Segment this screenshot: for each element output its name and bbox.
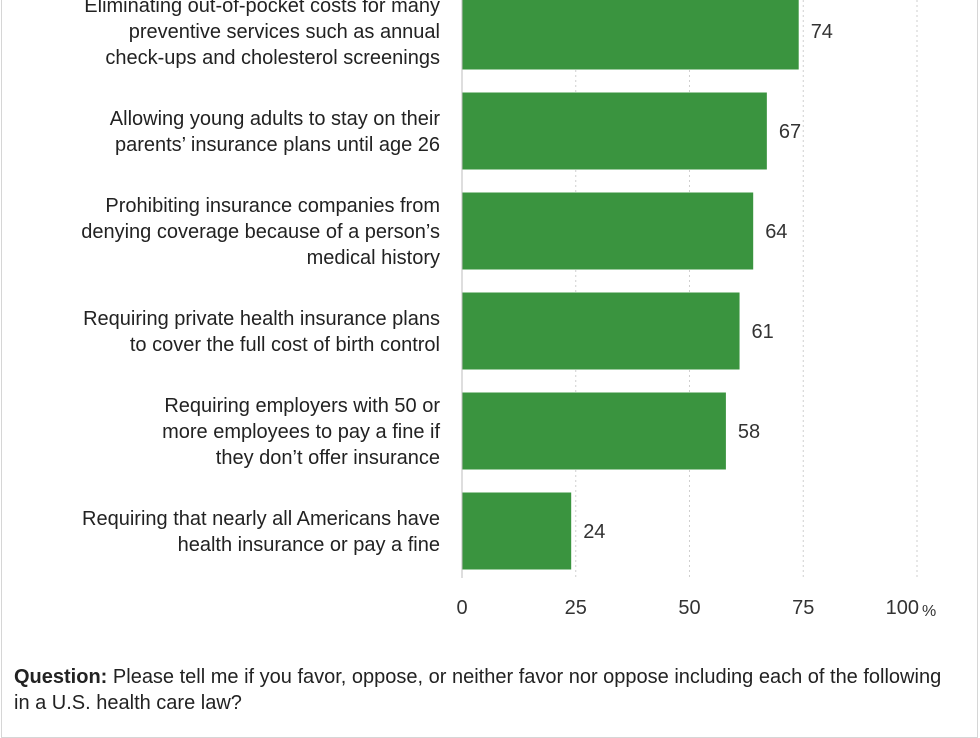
value-label: 58 xyxy=(738,421,760,443)
question-text: Please tell me if you favor, oppose, or … xyxy=(14,666,942,714)
x-unit-label: % xyxy=(922,603,936,620)
x-tick-label: 0 xyxy=(456,597,467,619)
value-label: 67 xyxy=(779,121,801,143)
question-label: Question: xyxy=(14,666,108,688)
bar-chart: 74 Eliminating out-of-pocket costs for ma… xyxy=(81,0,936,620)
x-tick-label: 75 xyxy=(792,597,814,619)
bar xyxy=(462,492,572,570)
bar xyxy=(462,192,754,270)
value-label: 61 xyxy=(752,321,774,343)
category-label: Eliminating out-of-pocket costs for many… xyxy=(84,0,440,69)
bar xyxy=(462,0,799,70)
x-tick-label: 25 xyxy=(565,597,587,619)
bar xyxy=(462,392,726,470)
x-tick-label: 100 xyxy=(886,597,919,619)
bar xyxy=(462,92,767,170)
category-label: Prohibiting insurance companies from deny… xyxy=(81,195,440,269)
category-label: Requiring employers with 50 or more emplo… xyxy=(162,395,440,469)
bar xyxy=(462,292,740,370)
value-label: 74 xyxy=(811,21,833,43)
category-label: Allowing young adults to stay on their pa… xyxy=(110,108,441,156)
category-label: Requiring private health insurance plans… xyxy=(83,308,440,356)
category-label: Requiring that nearly all Americans have… xyxy=(82,508,440,556)
x-tick-label: 50 xyxy=(678,597,700,619)
question-note: Question: Please tell me if you favor, o… xyxy=(14,664,944,716)
value-label: 64 xyxy=(765,221,787,243)
value-label: 24 xyxy=(583,521,605,543)
